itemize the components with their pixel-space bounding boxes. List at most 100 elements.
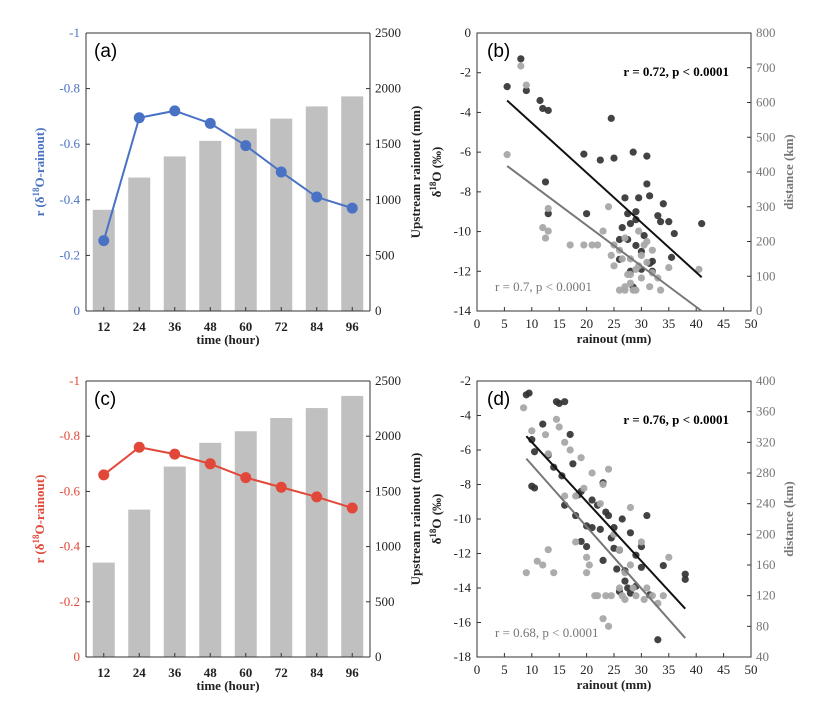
distance-point-6 [544,450,552,458]
panel-a: -1 -0.8 -0.6 -0.4 -0.2 0 0 500 1000 1500 2000 2500 1… [59,25,423,347]
d18o-point-44 [602,508,610,516]
d18o-point-12 [610,154,618,162]
bar-48 [199,140,222,311]
bar-72 [270,118,293,312]
r-point-60 [240,472,252,484]
distance-point-43 [583,553,591,561]
d18o-point-3 [530,448,539,456]
distance-point-21 [626,279,635,287]
d18o-point-14 [621,194,629,202]
left-axis-title: δ18O (‰) [428,147,444,198]
x-tick-label: 84 [310,319,324,334]
distance-point-38 [637,251,646,259]
d18o-point-21 [640,231,648,240]
distance-point-33 [656,286,665,294]
x-tick-label: 0 [474,662,481,677]
x-tick-label: 15 [553,662,566,677]
d18o-point-8 [580,150,588,158]
left-tick-label: -8 [460,184,471,199]
right-tick-label: 500 [756,129,776,144]
distance-point-11 [561,438,569,446]
left-tick-label: -0.8 [59,81,80,96]
distance-point-37 [626,270,635,279]
left-tick-label: -6 [460,442,471,457]
distance-point-6 [544,227,552,235]
d18o-point-13 [566,430,574,439]
fit-line-d18o [506,99,703,278]
x-tick-label: 25 [608,316,621,331]
x-tick-label: 84 [310,665,324,680]
x-tick-label: 60 [239,665,252,680]
x-tick-label: 50 [745,662,758,677]
x-tick-label: 45 [717,316,730,331]
d18o-point-9 [583,210,591,218]
distance-point-8 [550,569,558,577]
right-tick-label: 500 [375,247,395,262]
left-tick-label: -12 [454,546,471,561]
bar-96 [341,395,364,657]
d18o-point-28 [613,565,621,573]
d18o-point-49 [637,563,646,571]
distance-point-24 [632,286,640,294]
d18o-point-19 [583,543,591,551]
distance-point-3 [539,224,547,232]
left-tick-label: -2 [460,65,471,80]
r-point-36 [169,105,181,117]
distance-point-2 [528,427,536,435]
stat-d18o: r = 0.76, p < 0.0001 [623,412,729,427]
stat-d18o: r = 0.72, p < 0.0001 [623,64,729,79]
panel-b: 0 5 10 15 20 25 30 35 40 45 500-2-4-6-8-10-12-14 01… [454,25,796,346]
bar-12 [92,562,115,657]
bar-36 [163,466,186,657]
right-tick-label: 360 [756,404,776,419]
r-point-72 [275,166,287,178]
left-tick-label: 0 [74,303,81,318]
distance-point-35 [637,538,646,546]
r-point-48 [204,117,216,129]
d18o-point-19 [632,241,640,250]
x-tick-label: 12 [97,665,110,680]
d18o-point-9 [555,399,563,408]
r-point-24 [133,441,145,453]
left-tick-label: -1 [69,25,80,40]
bar-84 [305,106,328,311]
left-tick-label: -0.2 [59,594,80,609]
distance-point-10 [555,423,563,431]
right-tick-label: 1500 [375,483,401,498]
distance-point-36 [640,595,648,604]
right-tick-label: 0 [375,303,382,318]
distance-point-0 [519,404,528,412]
d18o-point-32 [621,577,629,585]
panel-c: -1 -0.8 -0.6 -0.4 -0.2 0 0 500 1000 1500 2000 2500 1… [59,373,423,693]
x-tick-label: 35 [662,662,675,677]
d18o-point-23 [643,180,651,188]
distance-point-33 [629,584,637,592]
distance-point-4 [541,234,550,242]
left-tick-label: -2 [460,373,471,388]
distance-point-31 [648,246,656,254]
distance-point-16 [618,255,626,263]
r-point-24 [133,112,145,124]
distance-point-31 [621,595,629,604]
distance-point-1 [517,62,525,70]
r-point-48 [204,458,216,470]
x-tick-label: 20 [580,662,593,677]
right-tick-label: 40 [756,649,769,664]
bar-12 [92,209,115,311]
d18o-point-22 [643,152,651,160]
d18o-point-14 [569,460,577,468]
distance-point-36 [615,286,624,294]
distance-point-2 [522,81,530,89]
right-tick-label: 2000 [375,428,401,443]
left-tick-label: -8 [460,477,471,492]
distance-point-28 [615,546,624,554]
distance-point-13 [572,492,580,500]
left-tick-label: -4 [460,408,471,423]
distance-point-1 [522,569,530,577]
distance-point-46 [561,492,569,500]
distance-point-25 [604,622,613,630]
right-tick-label: 500 [375,594,395,609]
distance-point-9 [552,415,561,423]
x-tick-label: 30 [635,316,648,331]
d18o-point-10 [596,156,604,164]
